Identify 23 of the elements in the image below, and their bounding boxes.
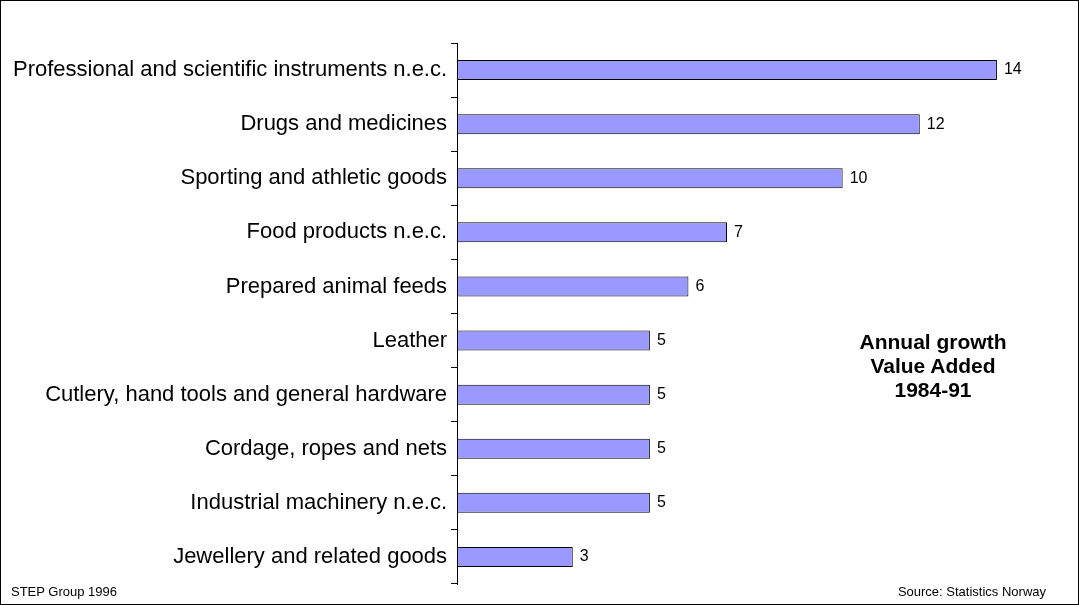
annotation: Annual growth Value Added 1984-91 (859, 329, 1007, 401)
data-label: 5 (656, 385, 666, 403)
y-tick-label: Cordage, ropes and nets (204, 434, 448, 460)
annotation: Source: Statistics Norway (897, 583, 1047, 599)
data-label: 7 (733, 222, 743, 240)
data-label: 12 (926, 114, 945, 132)
data-label: 14 (1003, 60, 1022, 78)
data-label: 5 (656, 330, 666, 348)
y-tick-label: Cutlery, hand tools and general hardware (45, 380, 448, 406)
data-label: 5 (656, 493, 666, 511)
y-tick-label: Jewellery and related goods (173, 543, 448, 569)
data-label: 6 (695, 276, 705, 294)
y-tick-label: Sporting and athletic goods (180, 164, 448, 190)
y-tick-label: Prepared animal feeds (225, 272, 448, 298)
y-tick-label: Industrial machinery n.e.c. (190, 488, 448, 514)
y-tick-label: Food products n.e.c. (246, 218, 448, 244)
data-label: 3 (579, 547, 589, 565)
y-tick-label: Leather (372, 326, 448, 352)
y-tick-label: Drugs and medicines (240, 110, 448, 136)
data-label: 5 (656, 439, 666, 457)
y-tick-label: Professional and scientific instruments n.e.c. (13, 56, 448, 82)
data-label: 10 (849, 168, 868, 186)
text: STEP Group 1996 (11, 583, 117, 599)
